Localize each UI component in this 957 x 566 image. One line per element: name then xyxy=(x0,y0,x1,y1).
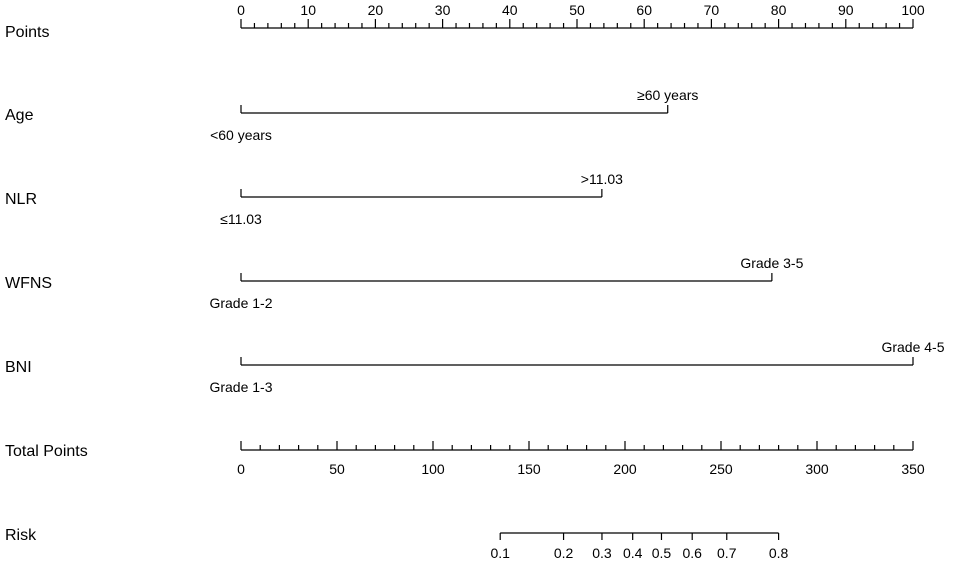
points-axis: 0 10 20 30 40 50 60 70 80 90 100 xyxy=(237,2,925,29)
points-tick-label: 40 xyxy=(502,2,518,18)
level-label-low-bni: Grade 1-3 xyxy=(209,379,272,395)
level-label-high-wfns: Grade 3-5 xyxy=(740,255,803,271)
total-tick-label: 150 xyxy=(517,461,541,477)
total-tick-label: 200 xyxy=(613,461,637,477)
total-tick-label: 50 xyxy=(329,461,345,477)
total-tick-label: 300 xyxy=(805,461,829,477)
points-tick-label: 50 xyxy=(569,2,585,18)
total-tick-label: 250 xyxy=(709,461,733,477)
total-points-axis-label: Total Points xyxy=(5,443,88,460)
total-tick-label: 100 xyxy=(421,461,445,477)
risk-tick-label: 0.5 xyxy=(652,545,672,561)
level-label-low-age: <60 years xyxy=(210,127,272,143)
points-tick-label: 80 xyxy=(771,2,787,18)
points-tick-label: 30 xyxy=(435,2,451,18)
total-tick-label: 0 xyxy=(237,461,245,477)
risk-tick-label: 0.1 xyxy=(490,545,510,561)
points-tick-label: 100 xyxy=(901,2,925,18)
risk-tick-label: 0.8 xyxy=(769,545,789,561)
points-tick-label: 20 xyxy=(368,2,384,18)
predictor-bars: <60 years ≥60 years ≤11.03 >11.03 Grade 1-2 G… xyxy=(209,87,944,395)
risk-axis-label: Risk xyxy=(5,527,37,544)
level-label-low-wfns: Grade 1-2 xyxy=(209,295,272,311)
risk-tick-label: 0.7 xyxy=(717,545,737,561)
risk-tick-label: 0.4 xyxy=(623,545,643,561)
predictor-label-age: Age xyxy=(5,107,34,124)
risk-tick-label: 0.2 xyxy=(554,545,574,561)
predictor-label-nlr: NLR xyxy=(5,191,37,208)
points-tick-label: 60 xyxy=(636,2,652,18)
points-tick-label: 70 xyxy=(704,2,720,18)
total-tick-label: 350 xyxy=(901,461,925,477)
risk-axis: 0.1 0.2 0.3 0.4 0.5 0.6 0.7 0.8 xyxy=(490,532,789,561)
points-tick-label: 0 xyxy=(237,2,245,18)
level-label-high-bni: Grade 4-5 xyxy=(881,339,944,355)
predictor-label-bni: BNI xyxy=(5,359,32,376)
risk-tick-label: 0.6 xyxy=(682,545,702,561)
level-label-high-nlr: >11.03 xyxy=(581,171,623,187)
level-label-low-nlr: ≤11.03 xyxy=(220,211,262,227)
risk-tick-label: 0.3 xyxy=(592,545,612,561)
points-tick-label: 90 xyxy=(838,2,854,18)
total-points-axis: 0 50 100 150 200 250 300 350 xyxy=(237,441,925,477)
points-tick-label: 10 xyxy=(300,2,316,18)
level-label-high-age: ≥60 years xyxy=(637,87,698,103)
predictor-label-wfns: WFNS xyxy=(5,275,52,292)
points-axis-label: Points xyxy=(5,24,49,41)
